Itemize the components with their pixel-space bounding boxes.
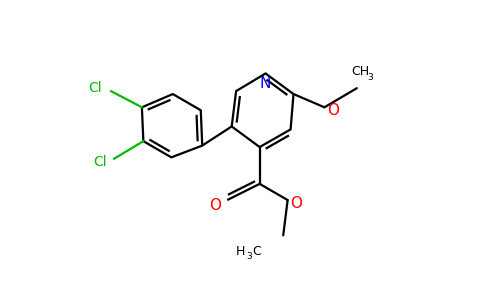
Text: O: O: [290, 196, 302, 211]
Text: O: O: [327, 103, 339, 118]
Text: CH: CH: [351, 65, 369, 79]
Text: 3: 3: [246, 252, 252, 261]
Text: C: C: [252, 245, 261, 258]
Text: H: H: [236, 245, 245, 258]
Text: N: N: [260, 76, 271, 92]
Text: Cl: Cl: [93, 155, 106, 169]
Text: O: O: [210, 198, 221, 213]
Text: 3: 3: [367, 73, 373, 82]
Text: Cl: Cl: [89, 81, 102, 95]
